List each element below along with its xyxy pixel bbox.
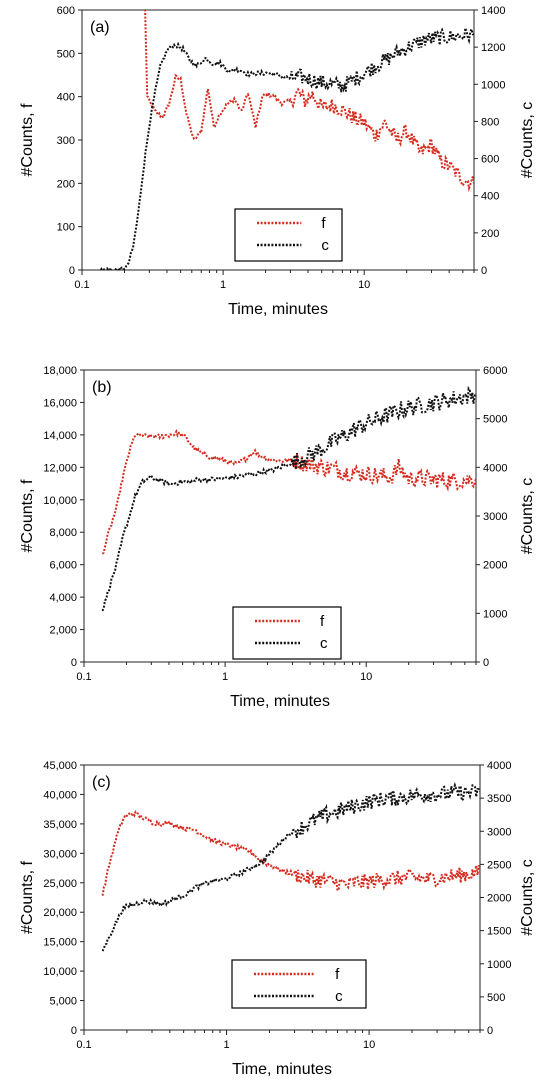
series-line-c [101, 385, 476, 612]
chart-panel-1: 0.1 1 10 0 2,000 4,000 6,000 8,000 10,000 12,000 1… [19, 365, 536, 710]
legend-box [234, 208, 343, 262]
x-axis-label: Time, minutes [230, 693, 330, 710]
y-left-axis-label: #Counts, f [19, 479, 36, 552]
x-tick-label: 1 [223, 1039, 229, 1051]
legend: fc [234, 208, 343, 262]
y-left-tick-label: 600 [57, 5, 75, 17]
legend: fc [231, 959, 367, 1009]
panel-label: (a) [90, 19, 110, 36]
y-left-tick-label: 18,000 [43, 365, 77, 377]
y-left-tick-label: 5,000 [49, 996, 77, 1008]
legend-label-c: c [320, 635, 328, 652]
x-tick-label: 0.1 [74, 279, 89, 291]
y-right-tick-label: 2500 [487, 859, 511, 871]
y-right-tick-label: 4000 [483, 462, 507, 474]
y-left-tick-label: 35,000 [43, 819, 77, 831]
series-line-f [144, 10, 474, 193]
panel-label: (b) [92, 379, 112, 396]
y-left-tick-label: 16,000 [43, 397, 77, 409]
x-tick-label: 0.1 [76, 1039, 91, 1051]
y-left-tick-label: 10,000 [43, 966, 77, 978]
legend-box [232, 606, 342, 660]
y-left-tick-label: 2,000 [49, 625, 77, 637]
y-right-tick-label: 1000 [487, 959, 511, 971]
legend: fc [232, 606, 342, 660]
x-tick-label: 10 [363, 1039, 375, 1051]
y-left-tick-label: 14,000 [43, 430, 77, 442]
y-right-tick-label: 3000 [487, 826, 511, 838]
y-left-tick-label: 8,000 [49, 527, 77, 539]
x-axis-label: Time, minutes [232, 1061, 332, 1078]
x-tick-label: 10 [358, 279, 370, 291]
y-left-tick-label: 200 [57, 178, 75, 190]
x-axis-label: Time, minutes [228, 301, 328, 318]
chart-panel-0: 0.1 1 100100200300400500600020040060080010… [19, 5, 536, 318]
y-left-tick-label: 100 [57, 222, 75, 234]
x-tick-label: 0.1 [76, 671, 91, 683]
legend-label-f: f [321, 215, 326, 232]
legend-label-c: c [335, 988, 343, 1005]
y-right-tick-label: 1000 [483, 608, 507, 620]
y-right-tick-label: 0 [483, 657, 489, 669]
chart-panel-2: 0.1 1 10 0 5,000 10,000 15,000 20,000 25,000 30,0… [19, 760, 536, 1078]
y-left-tick-label: 30,000 [43, 848, 77, 860]
y-right-axis-label: #Counts, c [519, 859, 536, 935]
series-line-f [101, 810, 480, 896]
legend-label-c: c [321, 237, 329, 254]
y-right-tick-label: 400 [481, 191, 499, 203]
y-left-tick-label: 0 [71, 1025, 77, 1037]
x-tick-label: 1 [220, 279, 226, 291]
series-line-c [99, 26, 474, 270]
legend-label-f: f [335, 966, 340, 983]
y-left-tick-label: 0 [69, 265, 75, 277]
y-right-axis-label: #Counts, c [519, 478, 536, 554]
y-left-tick-label: 12,000 [43, 462, 77, 474]
y-left-tick-label: 20,000 [43, 907, 77, 919]
panel-label: (c) [92, 774, 111, 791]
y-right-tick-label: 5000 [483, 414, 507, 426]
y-right-tick-label: 600 [481, 154, 499, 166]
y-left-tick-label: 45,000 [43, 760, 77, 772]
y-left-tick-label: 6,000 [49, 560, 77, 572]
series-line-c [101, 781, 480, 952]
y-right-tick-label: 1000 [481, 79, 505, 91]
y-right-tick-label: 800 [481, 116, 499, 128]
legend-box [231, 959, 367, 1009]
y-right-tick-label: 1400 [481, 5, 505, 17]
series-line-f [101, 429, 476, 555]
y-right-tick-label: 1200 [481, 42, 505, 54]
y-left-tick-label: 4,000 [49, 592, 77, 604]
y-right-tick-label: 0 [487, 1025, 493, 1037]
y-right-axis-label: #Counts, c [519, 102, 536, 178]
y-right-tick-label: 4000 [487, 760, 511, 772]
y-right-tick-label: 200 [481, 228, 499, 240]
y-left-tick-label: 10,000 [43, 495, 77, 507]
y-right-tick-label: 3500 [487, 793, 511, 805]
y-right-tick-label: 3000 [483, 511, 507, 523]
y-left-axis-label: #Counts, f [19, 103, 36, 176]
y-left-tick-label: 300 [57, 135, 75, 147]
x-tick-label: 10 [360, 671, 372, 683]
y-left-axis-label: #Counts, f [19, 860, 36, 933]
y-right-tick-label: 2000 [483, 560, 507, 572]
y-left-tick-label: 25,000 [43, 878, 77, 890]
y-right-tick-label: 500 [487, 992, 505, 1004]
y-right-tick-label: 2000 [487, 893, 511, 905]
legend-label-f: f [320, 613, 325, 630]
y-left-tick-label: 400 [57, 92, 75, 104]
y-left-tick-label: 500 [57, 48, 75, 60]
y-right-tick-label: 0 [481, 265, 487, 277]
x-tick-label: 1 [222, 671, 228, 683]
y-left-tick-label: 15,000 [43, 937, 77, 949]
y-left-tick-label: 40,000 [43, 789, 77, 801]
y-right-tick-label: 6000 [483, 365, 507, 377]
y-right-tick-label: 1500 [487, 926, 511, 938]
y-left-tick-label: 0 [71, 657, 77, 669]
